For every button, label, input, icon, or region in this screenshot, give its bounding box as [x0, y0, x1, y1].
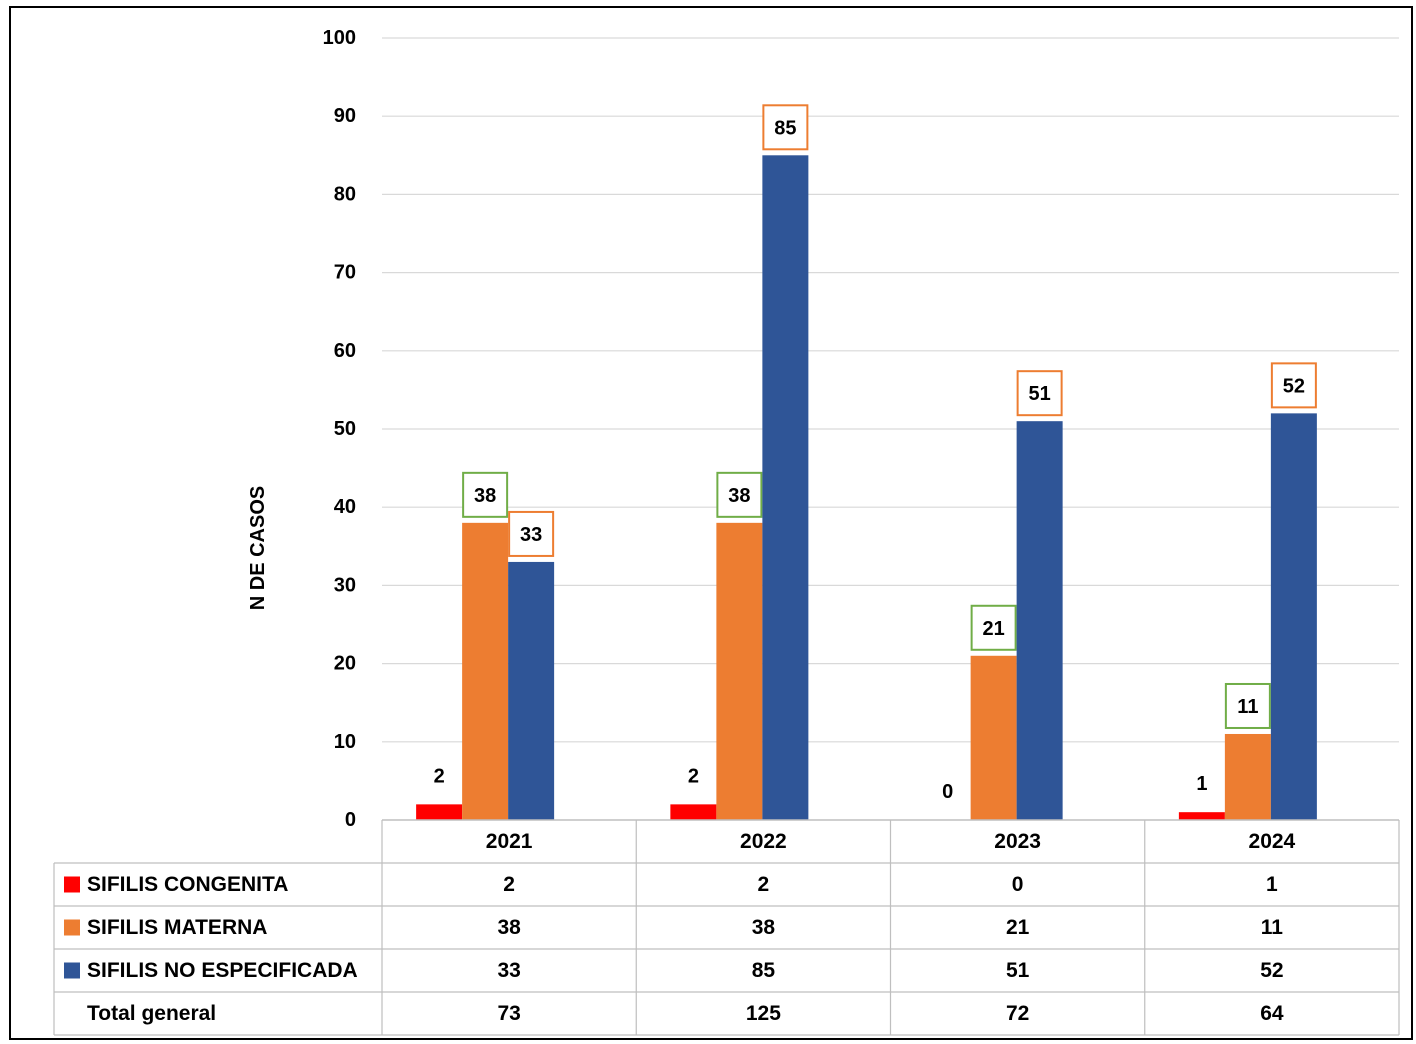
total-cell: 64	[1260, 1002, 1284, 1025]
total-cell: 125	[746, 1002, 781, 1025]
legend-swatch	[64, 962, 80, 979]
table-cell: 33	[497, 959, 520, 982]
data-label-box	[508, 510, 555, 557]
table-cell: 2	[758, 873, 770, 896]
x-tick-label: 2023	[994, 830, 1041, 853]
bar	[508, 561, 555, 820]
data-label: 0	[942, 781, 953, 803]
y-tick-label: 50	[334, 418, 356, 440]
data-label: 2	[434, 765, 445, 787]
bar	[1178, 812, 1225, 820]
y-tick-label: 0	[345, 809, 356, 831]
data-label: 21	[983, 618, 1005, 640]
bar	[1016, 421, 1063, 820]
data-label: 38	[474, 485, 496, 507]
table-cell: 38	[497, 916, 521, 939]
table-cell: 52	[1260, 959, 1283, 982]
data-label: 2	[688, 765, 699, 787]
table-cell: 21	[1006, 916, 1030, 939]
data-label-box	[716, 471, 763, 518]
y-tick-label: 90	[334, 105, 356, 127]
table-cell: 38	[752, 916, 776, 939]
x-tick-label: 2021	[486, 830, 533, 853]
data-label: 1	[1196, 773, 1207, 795]
table-cell: 0	[1012, 873, 1024, 896]
legend-label: SIFILIS CONGENITA	[87, 873, 288, 896]
data-label: 33	[520, 524, 542, 546]
data-label-box	[462, 471, 509, 518]
chart-frame	[9, 6, 1413, 1040]
data-label-box	[970, 604, 1017, 651]
legend-label: SIFILIS NO ESPECIFICADA	[87, 959, 358, 982]
bar	[670, 804, 717, 820]
x-tick-label: 2024	[1249, 830, 1296, 853]
y-tick-label: 70	[334, 262, 356, 284]
y-tick-label: 10	[334, 731, 356, 753]
data-label: 11	[1237, 696, 1258, 718]
y-tick-label: 80	[334, 183, 356, 205]
y-axis-label: N DE CASOS	[247, 486, 269, 610]
bar	[716, 522, 763, 820]
bar	[462, 522, 509, 820]
bar	[970, 655, 1017, 820]
bar	[416, 804, 463, 820]
total-cell: 73	[497, 1002, 520, 1025]
data-label-box	[762, 104, 809, 151]
bar	[1270, 413, 1317, 820]
data-label-box	[1270, 362, 1317, 409]
data-label: 52	[1283, 375, 1305, 397]
y-tick-label: 60	[334, 340, 356, 362]
bar	[762, 155, 809, 821]
y-tick-label: 40	[334, 496, 356, 518]
data-label: 51	[1029, 383, 1051, 405]
total-cell: 72	[1006, 1002, 1029, 1025]
y-tick-label: 30	[334, 574, 356, 596]
total-label: Total general	[87, 1002, 216, 1025]
data-label-box	[1016, 370, 1063, 417]
x-tick-label: 2022	[740, 830, 787, 853]
data-label-box	[1224, 682, 1271, 729]
table-cell: 51	[1006, 959, 1030, 982]
data-label: 38	[728, 485, 750, 507]
table-cell: 2	[503, 873, 515, 896]
table-cell: 85	[752, 959, 776, 982]
legend-label: SIFILIS MATERNA	[87, 916, 267, 939]
y-tick-label: 100	[323, 27, 356, 49]
table-cell: 1	[1266, 873, 1278, 896]
legend-swatch	[64, 919, 80, 936]
bar	[1224, 733, 1271, 820]
legend-swatch	[64, 876, 80, 893]
y-tick-label: 20	[334, 653, 356, 675]
table-cell: 11	[1261, 916, 1284, 939]
data-label: 85	[774, 117, 796, 139]
